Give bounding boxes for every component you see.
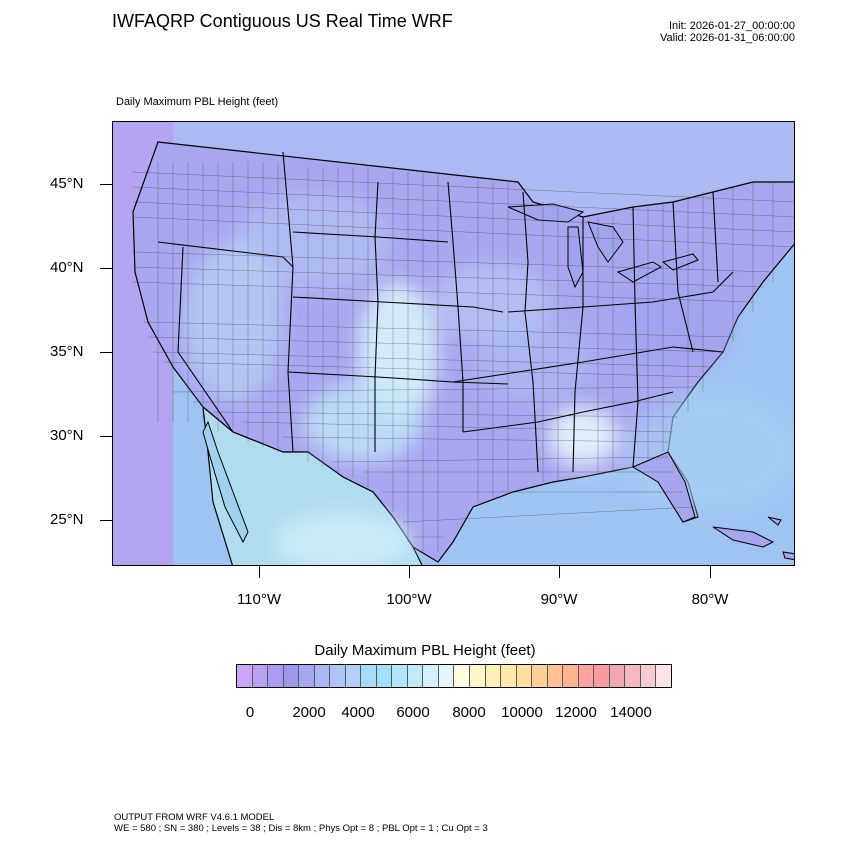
- colorbar-segment-24: [609, 665, 626, 687]
- colorbar-segment-27: [656, 665, 671, 687]
- colorbar-segment-22: [578, 665, 595, 687]
- colorbar-segment-17: [501, 665, 517, 687]
- colorbar-label-12000: 12000: [555, 704, 597, 721]
- colorbar-label-8000: 8000: [452, 704, 486, 721]
- lat-tick-45n: [100, 184, 112, 185]
- colorbar-segment-1: [252, 665, 269, 687]
- county-boundaries: [132, 162, 794, 552]
- field-label: Daily Maximum PBL Height (feet): [116, 96, 279, 108]
- colorbar-segment-2: [268, 665, 284, 687]
- colorbar-segment-6: [330, 665, 346, 687]
- pbl-height-map: [113, 122, 794, 565]
- valid-time: Valid: 2026-01-31_06:00:00: [660, 32, 795, 44]
- lat-label-45n: 45°N: [50, 175, 84, 192]
- init-time: Init: 2026-01-27_00:00:00: [669, 20, 795, 32]
- map-panel: [112, 121, 795, 566]
- great-lakes: [507, 203, 699, 289]
- lon-label-80w: 80°W: [691, 591, 729, 608]
- lat-label-35n: 35°N: [50, 343, 84, 360]
- lat-tick-40n: [100, 268, 112, 269]
- lon-tick-90w: [559, 566, 560, 578]
- colorbar-segment-12: [423, 665, 439, 687]
- colorbar-segment-10: [392, 665, 408, 687]
- colorbar-segment-3: [283, 665, 300, 687]
- lon-tick-100w: [409, 566, 410, 578]
- lon-tick-110w: [259, 566, 260, 578]
- model-version: OUTPUT FROM WRF V4.6.1 MODEL: [114, 812, 275, 823]
- colorbar-segment-8: [361, 665, 377, 687]
- colorbar-segment-11: [407, 665, 424, 687]
- colorbar-segment-20: [547, 665, 564, 687]
- baja-peninsula: [202, 420, 249, 544]
- colorbar: [236, 664, 672, 688]
- lon-tick-80w: [710, 566, 711, 578]
- caribbean-islands: [712, 516, 794, 561]
- colorbar-segment-4: [299, 665, 315, 687]
- colorbar-segment-7: [345, 665, 362, 687]
- lat-label-30n: 30°N: [50, 427, 84, 444]
- colorbar-segment-13: [438, 665, 455, 687]
- florida-peninsula: [631, 451, 696, 523]
- colorbar-label-6000: 6000: [396, 704, 430, 721]
- lat-label-40n: 40°N: [50, 259, 84, 276]
- page-title: IWFAQRP Contiguous US Real Time WRF: [112, 11, 453, 31]
- colorbar-segment-14: [454, 665, 470, 687]
- colorbar-segment-26: [640, 665, 657, 687]
- colorbar-label-14000: 14000: [610, 704, 652, 721]
- colorbar-segment-23: [594, 665, 610, 687]
- colorbar-label-0: 0: [245, 704, 255, 721]
- pbl-field-shading: [183, 192, 794, 565]
- colorbar-label-10000: 10000: [501, 704, 543, 721]
- lat-tick-35n: [100, 352, 112, 353]
- colorbar-segment-25: [625, 665, 641, 687]
- colorbar-segment-5: [314, 665, 331, 687]
- colorbar-segment-16: [485, 665, 502, 687]
- lat-label-25n: 25°N: [50, 511, 84, 528]
- lon-label-100w: 100°W: [386, 591, 432, 608]
- model-info: OUTPUT FROM WRF V4.6.1 MODEL WE = 580 ; …: [114, 812, 488, 834]
- model-config: WE = 580 ; SN = 380 ; Levels = 38 ; Dis …: [114, 823, 488, 834]
- colorbar-label-4000: 4000: [341, 704, 375, 721]
- lat-tick-25n: [100, 520, 112, 521]
- lon-label-90w: 90°W: [540, 591, 578, 608]
- colorbar-segment-9: [376, 665, 393, 687]
- colorbar-title: Daily Maximum PBL Height (feet): [314, 642, 536, 659]
- colorbar-segment-0: [237, 665, 253, 687]
- lat-tick-30n: [100, 436, 112, 437]
- run-times: Init: 2026-01-27_00:00:00 Valid: 2026-01…: [660, 20, 795, 44]
- colorbar-segment-15: [469, 665, 486, 687]
- colorbar-segment-18: [516, 665, 533, 687]
- colorbar-label-2000: 2000: [292, 704, 326, 721]
- lon-label-110w: 110°W: [236, 591, 282, 608]
- colorbar-segment-19: [532, 665, 548, 687]
- colorbar-segment-21: [563, 665, 579, 687]
